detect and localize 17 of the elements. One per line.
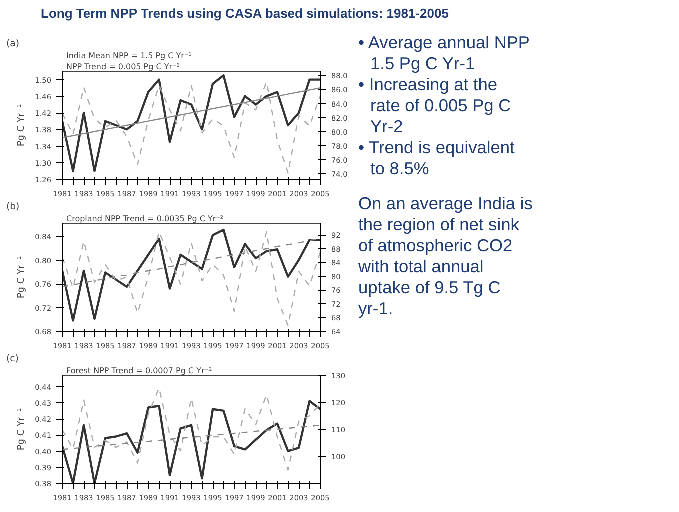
chart-title: Long Term NPP Trends using CASA based simulations: 1981-2005: [40, 5, 449, 23]
text: (a): [6, 38, 20, 50]
text: • Trend is equivalent to 8.5%: [358, 138, 516, 178]
text: India Mean NPP = 1.5 Pg C Yr⁻¹: [66, 52, 192, 60]
y-axis-title: Pg C Yr⁻¹: [16, 256, 28, 299]
text: On an average India is the region of net sink of atmospheric CO2 with total annual uptake of 9.5 Tg C yr-1.: [358, 194, 534, 318]
line-series: [62, 88, 320, 139]
text: (c): [6, 354, 19, 364]
line-series: [62, 424, 320, 450]
text: Cropland NPP Trend = 0.0035 Pg C Yr⁻²: [66, 214, 224, 224]
text: • Increasing at the rate of 0.005 Pg C Yr-2: [358, 74, 512, 136]
text: (b): [6, 202, 20, 212]
text: NPP Trend = 0.005 Pg C Yr⁻²: [66, 62, 180, 72]
line-series: [62, 388, 320, 471]
y-axis-title: Pg C Yr⁻¹: [16, 104, 28, 147]
annotation: Forest NPP Trend = 0.0007 Pg C Yr⁻²: [66, 366, 212, 376]
y-axis-title: Pg C Yr⁻¹: [16, 408, 28, 451]
